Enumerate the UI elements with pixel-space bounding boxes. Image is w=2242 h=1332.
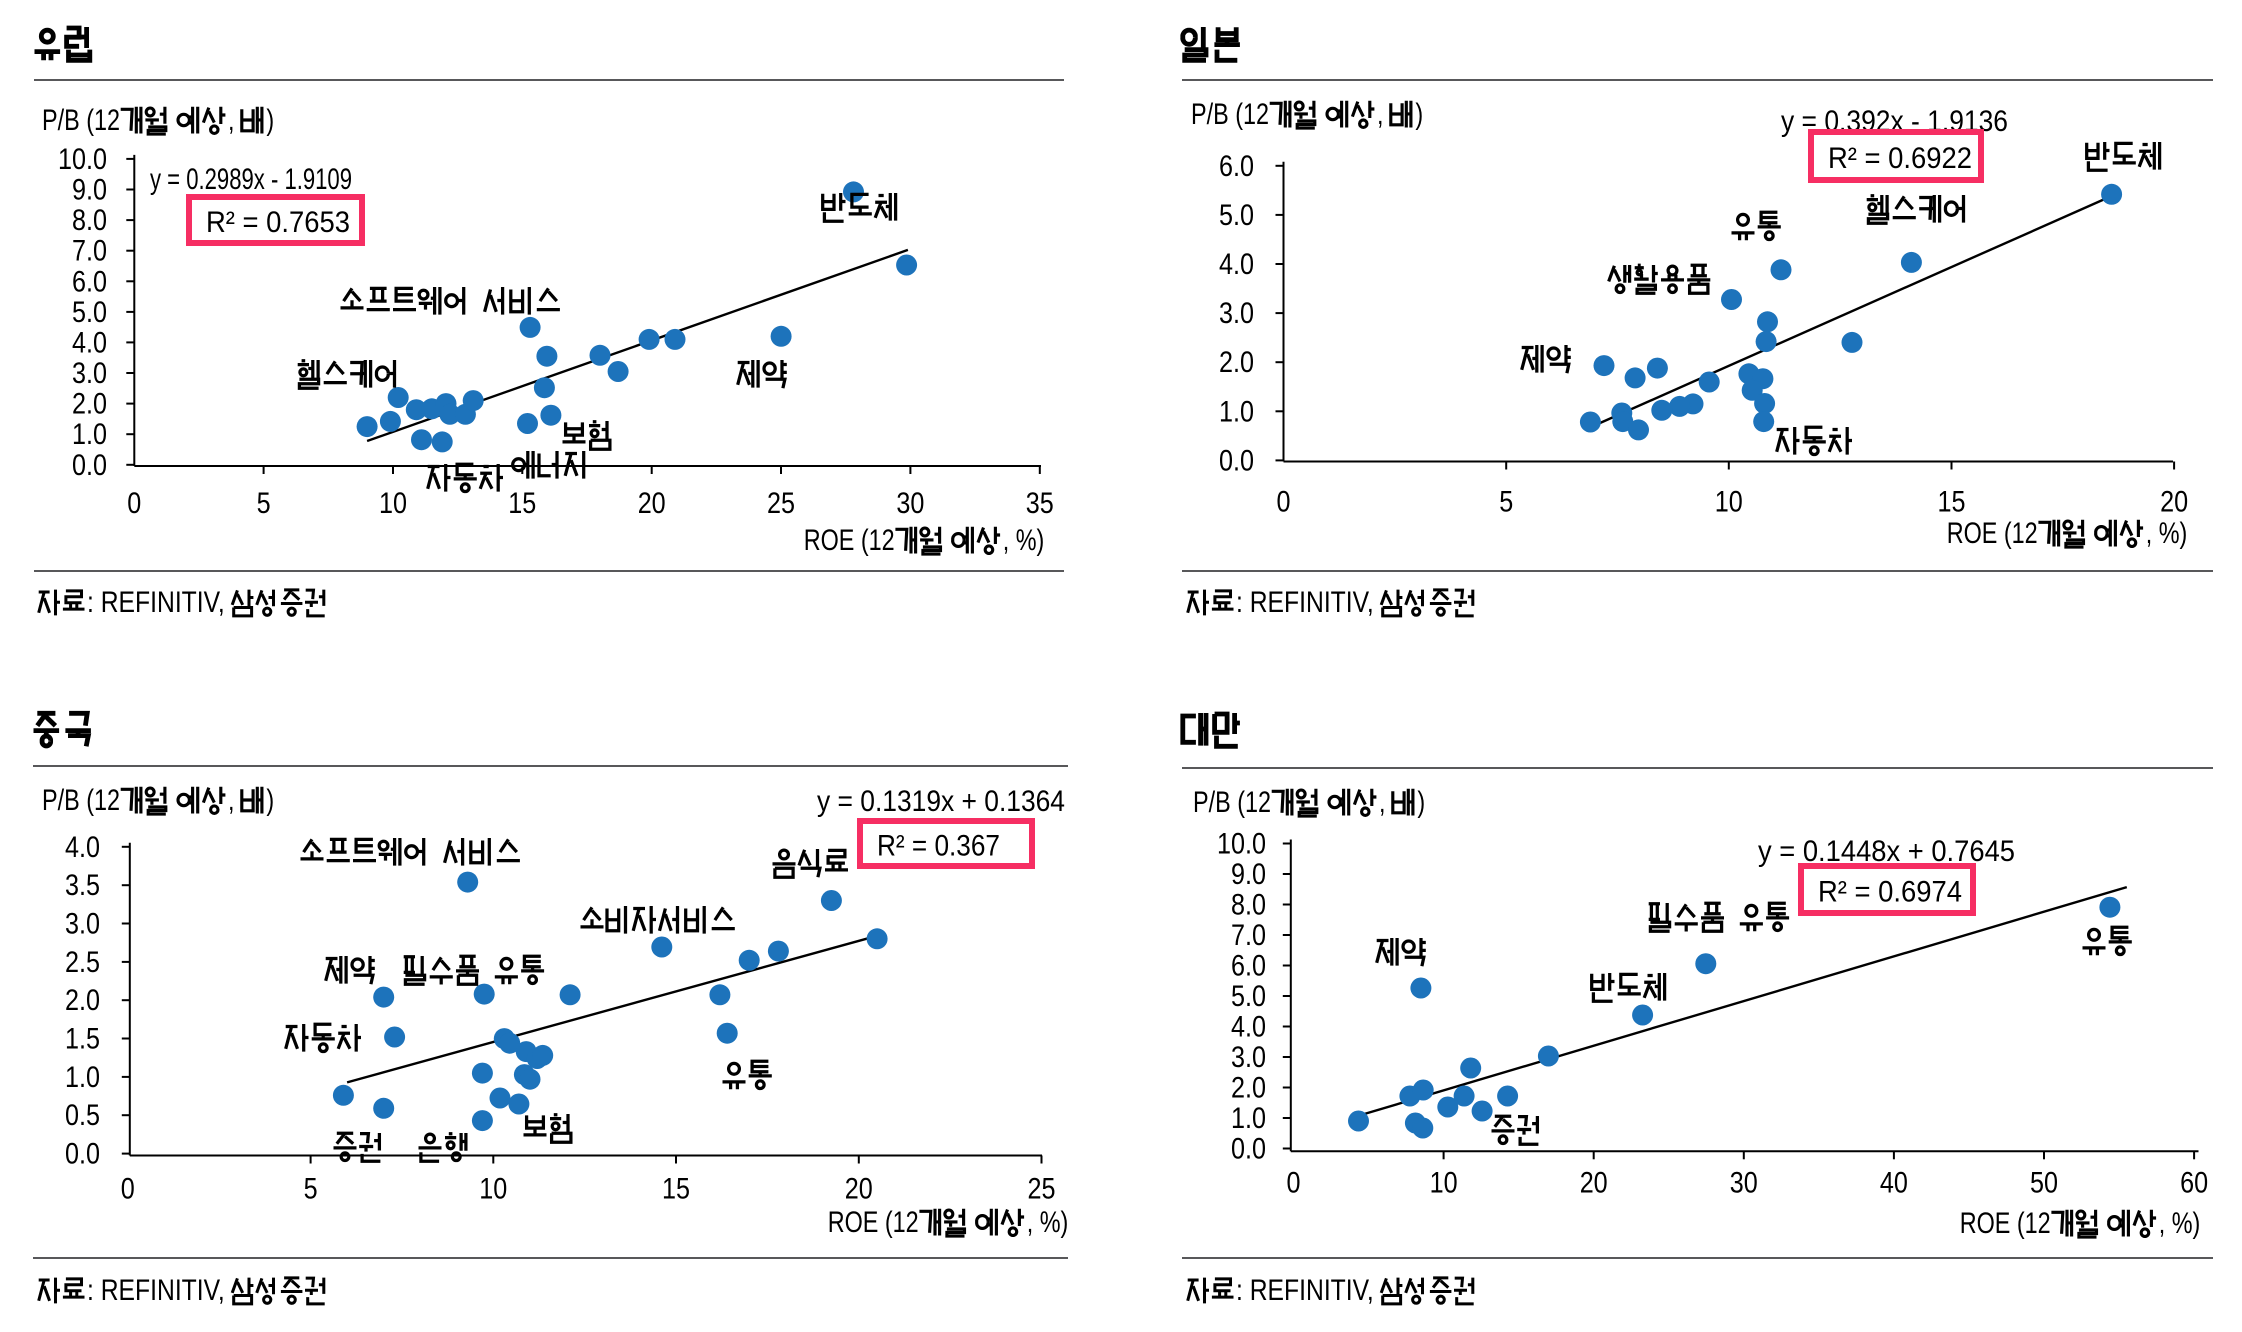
svg-text:9.0: 9.0 (72, 174, 107, 207)
svg-text:2.0: 2.0 (72, 388, 107, 421)
svg-text:P/B (12: P/B (12 (1191, 98, 1269, 131)
svg-text:10: 10 (1430, 1166, 1458, 1199)
svg-text:: REFINITIV,: : REFINITIV, (1236, 1274, 1374, 1307)
svg-text:20: 20 (1580, 1166, 1608, 1199)
svg-text:4.0: 4.0 (72, 326, 107, 359)
svg-text:10.0: 10.0 (1217, 828, 1266, 861)
svg-text:5: 5 (257, 487, 271, 520)
svg-text:15: 15 (508, 487, 536, 520)
svg-text:30: 30 (1730, 1166, 1758, 1199)
svg-text:5.0: 5.0 (1231, 980, 1266, 1013)
svg-text:10: 10 (379, 487, 407, 520)
svg-text:2.0: 2.0 (65, 984, 100, 1017)
svg-text:, %): , %) (2146, 517, 2188, 550)
svg-text:R² = 0.7653: R² = 0.7653 (206, 206, 350, 239)
svg-text:5: 5 (1499, 486, 1513, 519)
svg-text:P/B (12: P/B (12 (42, 784, 120, 817)
svg-text:ROE (12: ROE (12 (1947, 517, 2038, 550)
svg-text:60: 60 (2180, 1166, 2208, 1199)
svg-text:1.0: 1.0 (1219, 395, 1254, 428)
svg-text:25: 25 (1028, 1173, 1056, 1206)
svg-text:4.0: 4.0 (65, 831, 100, 864)
svg-text:5: 5 (304, 1173, 318, 1206)
svg-text:P/B (12: P/B (12 (1193, 786, 1271, 819)
svg-text:2.5: 2.5 (65, 946, 100, 979)
svg-text:R² = 0.6922: R² = 0.6922 (1828, 142, 1972, 175)
svg-text:25: 25 (767, 487, 795, 520)
svg-text:,: , (1377, 98, 1384, 131)
svg-text:15: 15 (662, 1173, 690, 1206)
svg-text:ROE (12: ROE (12 (1960, 1207, 2051, 1240)
svg-text:,: , (228, 784, 235, 817)
svg-text:y = 0.2989x - 1.9109: y = 0.2989x - 1.9109 (150, 163, 352, 196)
svg-text:5.0: 5.0 (72, 296, 107, 329)
svg-text:, %): , %) (1027, 1206, 1069, 1239)
svg-text:30: 30 (896, 487, 924, 520)
svg-text:): ) (266, 104, 274, 137)
svg-text:4.0: 4.0 (1231, 1011, 1266, 1044)
svg-text:6.0: 6.0 (1219, 150, 1254, 183)
svg-text:0: 0 (127, 487, 141, 520)
svg-text:): ) (1417, 786, 1425, 819)
svg-text:6.0: 6.0 (72, 265, 107, 298)
svg-text:R² = 0.6974: R² = 0.6974 (1818, 876, 1962, 909)
svg-text:8.0: 8.0 (72, 204, 107, 237)
svg-text:3.0: 3.0 (72, 357, 107, 390)
svg-text:50: 50 (2030, 1166, 2058, 1199)
svg-text:1.5: 1.5 (65, 1023, 100, 1056)
svg-text:3.0: 3.0 (1231, 1041, 1266, 1074)
svg-text:4.0: 4.0 (1219, 248, 1254, 281)
svg-text:y = 0.1319x + 0.1364: y = 0.1319x + 0.1364 (817, 785, 1065, 818)
svg-text:0: 0 (121, 1173, 135, 1206)
svg-text:15: 15 (1938, 486, 1966, 519)
svg-text:1.0: 1.0 (1231, 1102, 1266, 1135)
svg-text:0.5: 0.5 (65, 1099, 100, 1132)
svg-text:,: , (228, 104, 235, 137)
svg-text:): ) (1415, 98, 1423, 131)
svg-text:,: , (1379, 786, 1386, 819)
svg-text:1.0: 1.0 (65, 1061, 100, 1094)
svg-text:0.0: 0.0 (1231, 1133, 1266, 1166)
svg-text:0: 0 (1277, 486, 1291, 519)
svg-text:6.0: 6.0 (1231, 950, 1266, 983)
svg-text:40: 40 (1880, 1166, 1908, 1199)
svg-text:10: 10 (479, 1173, 507, 1206)
svg-text:10.0: 10.0 (58, 143, 107, 176)
svg-text:ROE (12: ROE (12 (828, 1206, 919, 1239)
svg-text:: REFINITIV,: : REFINITIV, (1236, 586, 1374, 619)
svg-text:7.0: 7.0 (72, 235, 107, 268)
svg-text:P/B (12: P/B (12 (42, 104, 120, 137)
svg-text:7.0: 7.0 (1231, 919, 1266, 952)
svg-text:0.0: 0.0 (1219, 444, 1254, 477)
svg-text:, %): , %) (2159, 1207, 2201, 1240)
svg-text:: REFINITIV,: : REFINITIV, (87, 586, 225, 619)
svg-text:2.0: 2.0 (1219, 346, 1254, 379)
svg-text:0.0: 0.0 (65, 1138, 100, 1171)
svg-text:3.0: 3.0 (1219, 297, 1254, 330)
svg-text:R² = 0.367: R² = 0.367 (877, 830, 1000, 863)
svg-text:3.0: 3.0 (65, 908, 100, 941)
svg-text:2.0: 2.0 (1231, 1072, 1266, 1105)
svg-text:0: 0 (1287, 1166, 1301, 1199)
svg-text:0.0: 0.0 (72, 449, 107, 482)
svg-text:20: 20 (638, 487, 666, 520)
svg-text:, %): , %) (1003, 524, 1045, 557)
svg-text:9.0: 9.0 (1231, 858, 1266, 891)
svg-text:1.0: 1.0 (72, 418, 107, 451)
svg-text:20: 20 (845, 1173, 873, 1206)
svg-text:35: 35 (1026, 487, 1054, 520)
svg-text:y = 0.1448x + 0.7645: y = 0.1448x + 0.7645 (1758, 835, 2015, 868)
svg-text:20: 20 (2160, 486, 2188, 519)
svg-text:5.0: 5.0 (1219, 199, 1254, 232)
svg-text:ROE (12: ROE (12 (804, 524, 895, 557)
svg-text:8.0: 8.0 (1231, 889, 1266, 922)
svg-text:10: 10 (1715, 486, 1743, 519)
svg-text:: REFINITIV,: : REFINITIV, (87, 1274, 225, 1307)
svg-text:): ) (266, 784, 274, 817)
svg-text:3.5: 3.5 (65, 869, 100, 902)
